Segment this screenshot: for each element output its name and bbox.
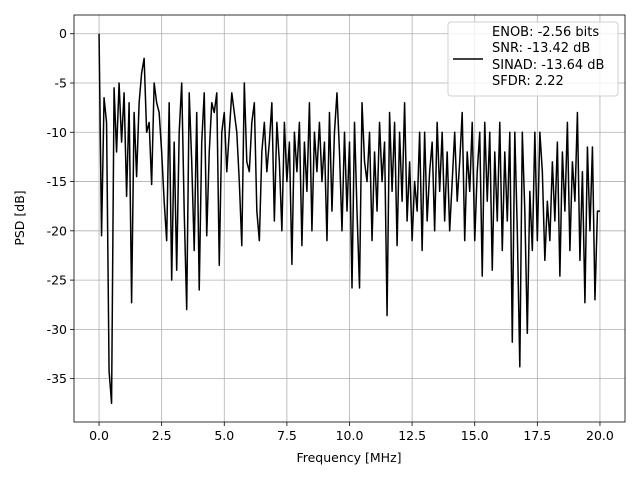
y-tick-label: 0: [59, 26, 67, 41]
x-axis-label: Frequency [MHz]: [296, 450, 401, 465]
x-tick-label: 15.0: [461, 428, 489, 443]
y-tick-label: -5: [55, 75, 67, 90]
x-tick-label: 17.5: [523, 428, 551, 443]
y-tick-label: -30: [47, 322, 67, 337]
x-tick-label: 0.0: [89, 428, 109, 443]
y-tick-label: -10: [47, 125, 67, 140]
x-tick-label: 20.0: [586, 428, 614, 443]
plot-frame: [73, 14, 626, 423]
x-tick-label: 2.5: [152, 428, 172, 443]
x-tick-label: 5.0: [214, 428, 234, 443]
y-tick-label: -20: [47, 223, 67, 238]
y-tick-label: -35: [47, 371, 67, 386]
x-tick-label: 10.0: [336, 428, 364, 443]
y-tick-label: -25: [47, 273, 67, 288]
legend-label: ENOB: -2.56 bits SNR: -13.42 dB SINAD: -…: [492, 25, 605, 89]
x-tick-label: 7.5: [277, 428, 297, 443]
x-tick-label: 12.5: [398, 428, 426, 443]
y-tick-label: -15: [47, 174, 67, 189]
legend-box: [447, 21, 619, 97]
y-axis-label: PSD [dB]: [12, 190, 27, 245]
line-series: [98, 33, 600, 405]
